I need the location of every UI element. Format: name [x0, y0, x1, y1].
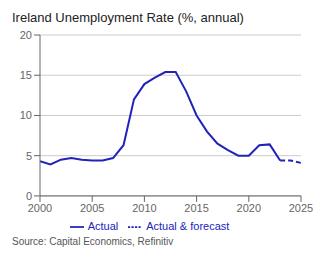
- svg-text:5: 5: [26, 150, 32, 162]
- svg-text:2025: 2025: [289, 202, 313, 214]
- svg-text:2000: 2000: [28, 202, 52, 214]
- svg-text:10: 10: [20, 109, 32, 121]
- svg-text:15: 15: [20, 69, 32, 81]
- html-text:Actual: Actual: [87, 219, 119, 232]
- svg-text:2015: 2015: [184, 202, 208, 214]
- html-text:Source: Capital Economics, Ref: Source: Capital Economics, Refinitiv: [12, 236, 174, 247]
- html-text:Ireland Unemployment Rate (%,: Ireland Unemployment Rate (%, annual): [12, 10, 244, 25]
- svg-text:0: 0: [26, 190, 32, 202]
- svg-text:2020: 2020: [237, 202, 261, 214]
- svg-text:2010: 2010: [132, 202, 156, 214]
- html-text:Actual & forecast: Actual & forecast: [146, 219, 230, 232]
- svg-text:2005: 2005: [80, 202, 104, 214]
- svg-text:20: 20: [20, 29, 32, 41]
